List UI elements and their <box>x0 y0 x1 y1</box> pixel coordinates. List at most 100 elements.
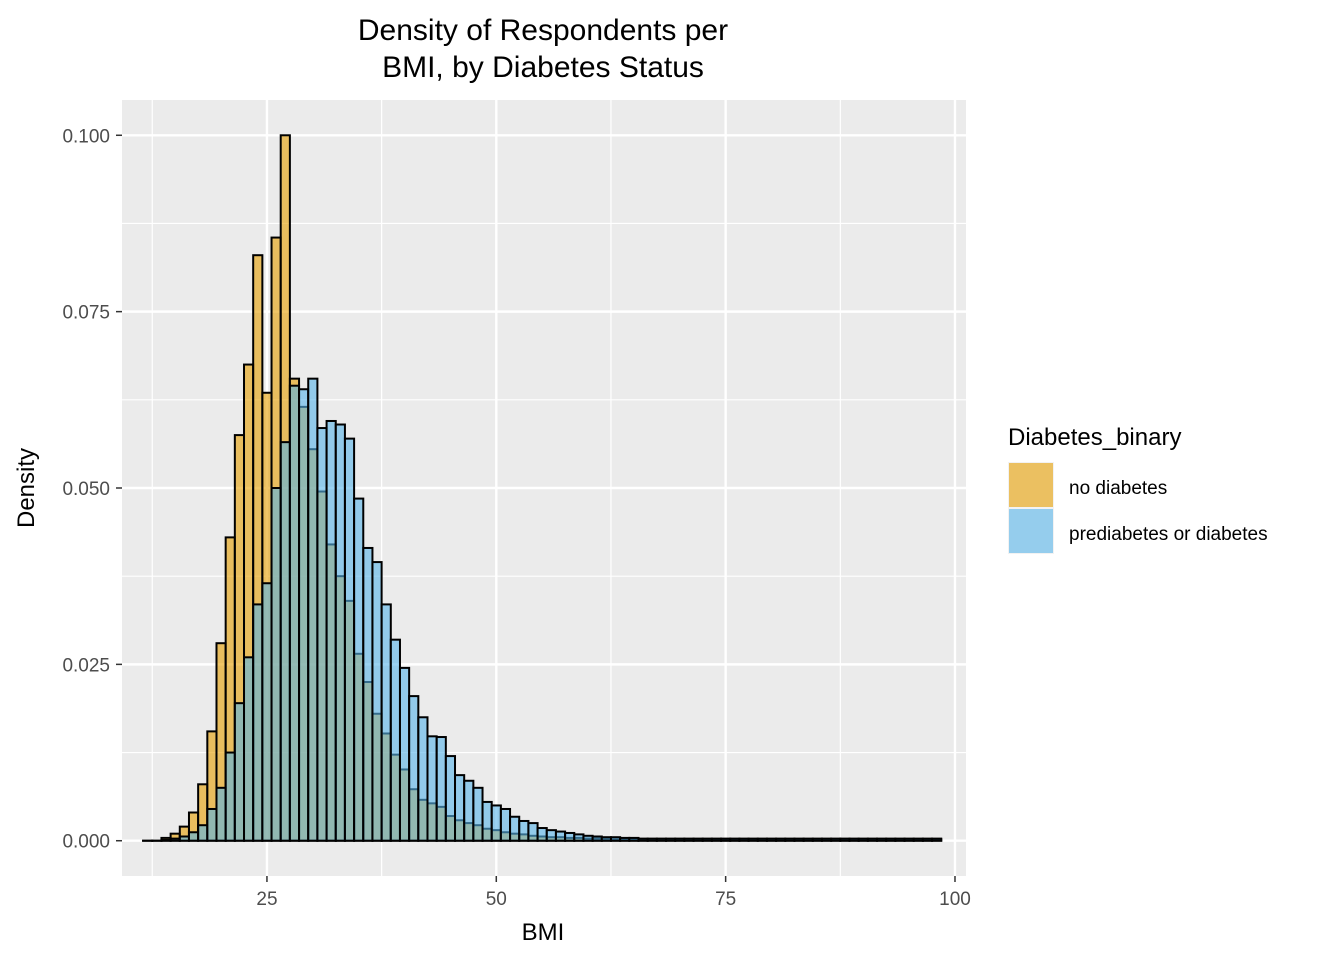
bar-prediabetes-or-diabetes <box>307 377 319 842</box>
bar-prediabetes-or-diabetes <box>160 839 172 842</box>
bar-prediabetes-or-diabetes <box>655 837 668 842</box>
bar-prediabetes-or-diabetes <box>683 837 695 842</box>
y-tick-label: 0.050 <box>62 479 110 500</box>
bar-prediabetes-or-diabetes <box>848 837 860 842</box>
y-tick-label: 0.100 <box>62 126 110 147</box>
bar-prediabetes-or-diabetes <box>187 831 200 842</box>
bar-prediabetes-or-diabetes <box>830 837 842 842</box>
bar-prediabetes-or-diabetes <box>637 837 649 842</box>
bar-prediabetes-or-diabetes <box>197 824 209 842</box>
bar-prediabetes-or-diabetes <box>720 837 732 842</box>
bar-prediabetes-or-diabetes <box>298 388 310 842</box>
bar-prediabetes-or-diabetes <box>674 837 686 842</box>
bar-prediabetes-or-diabetes <box>545 829 557 842</box>
bar-prediabetes-or-diabetes <box>252 603 264 842</box>
bar-prediabetes-or-diabetes <box>784 837 796 842</box>
bar-prediabetes-or-diabetes <box>738 837 750 842</box>
legend-swatch-no-diabetes <box>1009 463 1053 507</box>
bar-prediabetes-or-diabetes <box>710 837 723 842</box>
bar-prediabetes-or-diabetes <box>554 830 567 842</box>
bar-prediabetes-or-diabetes <box>499 807 512 842</box>
bar-prediabetes-or-diabetes <box>692 837 704 842</box>
bar-prediabetes-or-diabetes <box>820 837 833 842</box>
bar-prediabetes-or-diabetes <box>398 666 411 842</box>
bar-prediabetes-or-diabetes <box>233 702 246 842</box>
legend-swatch-prediabetes-or-diabetes <box>1009 509 1053 553</box>
bar-prediabetes-or-diabetes <box>912 837 924 842</box>
y-axis: 0.000 0.025 0.050 0.075 0.100 <box>62 126 122 853</box>
bar-prediabetes-or-diabetes <box>169 837 181 842</box>
bar-prediabetes-or-diabetes <box>527 822 539 842</box>
bar-prediabetes-or-diabetes <box>444 755 457 842</box>
bar-prediabetes-or-diabetes <box>646 837 658 842</box>
bar-prediabetes-or-diabetes <box>765 837 778 842</box>
bar-prediabetes-or-diabetes <box>885 837 897 842</box>
x-tick-label: 100 <box>939 889 971 910</box>
legend-label-prediabetes-or-diabetes: prediabetes or diabetes <box>1069 524 1268 545</box>
bar-prediabetes-or-diabetes <box>380 603 392 842</box>
bar-prediabetes-or-diabetes <box>279 441 291 842</box>
bars-prediabetes-or-diabetes <box>142 377 943 842</box>
bar-prediabetes-or-diabetes <box>903 837 915 842</box>
bar-prediabetes-or-diabetes <box>243 656 255 842</box>
bar-prediabetes-or-diabetes <box>811 837 823 842</box>
bar-prediabetes-or-diabetes <box>536 827 548 842</box>
bar-prediabetes-or-diabetes <box>224 751 236 842</box>
bar-prediabetes-or-diabetes <box>509 815 521 842</box>
bar-prediabetes-or-diabetes <box>775 837 787 842</box>
bar-prediabetes-or-diabetes <box>600 836 612 842</box>
y-tick-label: 0.025 <box>62 655 110 676</box>
bar-prediabetes-or-diabetes <box>894 837 906 842</box>
bar-prediabetes-or-diabetes <box>362 546 374 842</box>
bar-prediabetes-or-diabetes <box>206 807 218 842</box>
bar-prediabetes-or-diabetes <box>481 800 493 842</box>
bar-prediabetes-or-diabetes <box>334 423 346 842</box>
bar-prediabetes-or-diabetes <box>288 384 301 842</box>
bar-prediabetes-or-diabetes <box>408 695 420 842</box>
bar-prediabetes-or-diabetes <box>316 427 328 842</box>
x-tick-label: 75 <box>715 889 736 910</box>
bar-prediabetes-or-diabetes <box>435 736 447 842</box>
bar-prediabetes-or-diabetes <box>325 419 337 842</box>
bar-prediabetes-or-diabetes <box>802 837 814 842</box>
x-tick-label: 50 <box>486 889 507 910</box>
bar-prediabetes-or-diabetes <box>417 716 429 842</box>
bar-prediabetes-or-diabetes <box>591 835 603 842</box>
bar-prediabetes-or-diabetes <box>931 837 943 842</box>
bar-prediabetes-or-diabetes <box>270 487 282 842</box>
bar-prediabetes-or-diabetes <box>756 837 768 842</box>
bar-prediabetes-or-diabetes <box>701 837 713 842</box>
bar-prediabetes-or-diabetes <box>472 786 484 842</box>
bar-prediabetes-or-diabetes <box>261 582 273 842</box>
bar-prediabetes-or-diabetes <box>343 437 356 842</box>
bar-prediabetes-or-diabetes <box>921 837 934 842</box>
bar-prediabetes-or-diabetes <box>665 837 677 842</box>
bar-prediabetes-or-diabetes <box>619 836 631 842</box>
bar-prediabetes-or-diabetes <box>747 837 759 842</box>
bar-prediabetes-or-diabetes <box>389 638 401 842</box>
bar-prediabetes-or-diabetes <box>490 804 502 842</box>
bar-prediabetes-or-diabetes <box>866 837 879 842</box>
y-axis-label: Density <box>13 448 40 528</box>
bar-prediabetes-or-diabetes <box>729 837 741 842</box>
y-tick-label: 0.075 <box>62 303 110 324</box>
legend: Diabetes_binary no diabetes prediabetes … <box>1008 424 1268 554</box>
bar-prediabetes-or-diabetes <box>426 735 438 842</box>
y-tick-label: 0.000 <box>62 832 110 853</box>
bar-prediabetes-or-diabetes <box>564 831 576 842</box>
x-tick-label: 25 <box>256 889 277 910</box>
x-axis: 25 50 75 100 <box>256 876 971 910</box>
bar-prediabetes-or-diabetes <box>454 774 466 842</box>
bar-prediabetes-or-diabetes <box>353 497 365 842</box>
bar-prediabetes-or-diabetes <box>628 836 640 842</box>
x-axis-label: BMI <box>522 919 565 946</box>
bar-prediabetes-or-diabetes <box>215 786 227 842</box>
bar-prediabetes-or-diabetes <box>463 779 475 842</box>
bar-prediabetes-or-diabetes <box>876 837 888 842</box>
bar-prediabetes-or-diabetes <box>609 836 622 842</box>
legend-title: Diabetes_binary <box>1008 424 1181 451</box>
chart-title-line-1: Density of Respondents per <box>358 14 728 47</box>
bar-prediabetes-or-diabetes <box>573 833 585 842</box>
bar-prediabetes-or-diabetes <box>518 819 530 842</box>
